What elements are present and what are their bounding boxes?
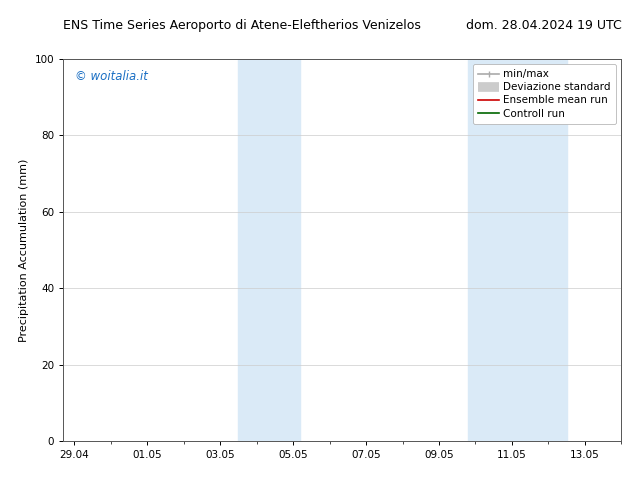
Y-axis label: Precipitation Accumulation (mm): Precipitation Accumulation (mm)	[19, 158, 29, 342]
Text: © woitalia.it: © woitalia.it	[75, 70, 148, 83]
Legend: min/max, Deviazione standard, Ensemble mean run, Controll run: min/max, Deviazione standard, Ensemble m…	[473, 64, 616, 124]
Bar	[238, 59, 301, 441]
Text: dom. 28.04.2024 19 UTC: dom. 28.04.2024 19 UTC	[465, 19, 621, 32]
Text: ENS Time Series Aeroporto di Atene-Eleftherios Venizelos: ENS Time Series Aeroporto di Atene-Eleft…	[63, 19, 421, 32]
Bar	[468, 59, 567, 441]
